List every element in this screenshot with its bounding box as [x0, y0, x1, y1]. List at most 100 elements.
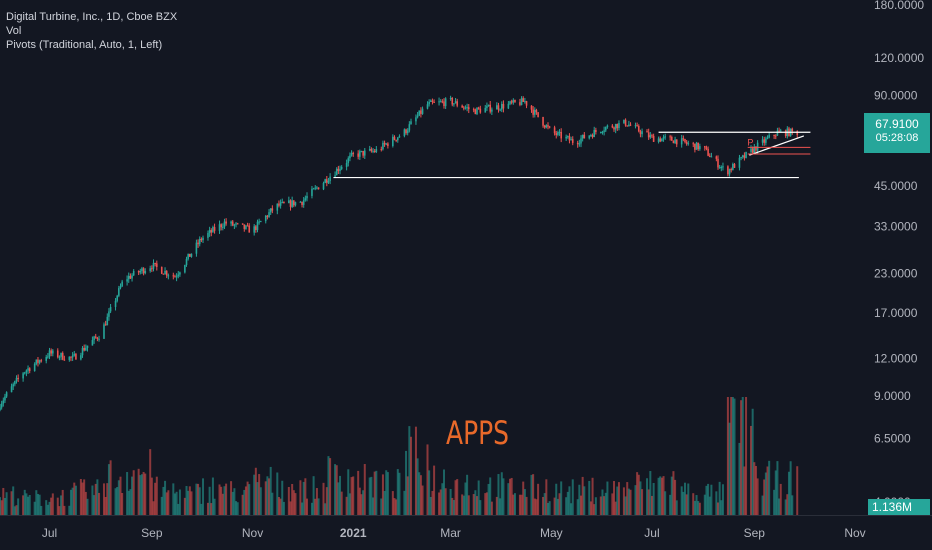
volume-bar: [466, 474, 469, 515]
candle-body: [291, 200, 293, 207]
symbol-title[interactable]: Digital Turbine, Inc., 1D, Cboe BZX: [6, 11, 178, 23]
volume-bar: [490, 501, 493, 515]
volume-bar: [398, 472, 401, 515]
volume-bar: [164, 480, 167, 515]
candle-body: [86, 345, 89, 348]
bar-countdown: 05:28:08: [875, 132, 919, 144]
candle-body: [283, 201, 285, 204]
volume-bar: [467, 495, 470, 515]
volume-bar: [764, 472, 767, 515]
price-scale-panel[interactable]: [860, 0, 932, 515]
candle-body: [566, 136, 569, 138]
volume-bar: [796, 466, 799, 515]
volume-bar: [370, 476, 373, 515]
candle-body: [672, 140, 675, 144]
volume-bar: [281, 480, 284, 515]
pivots-indicator-label[interactable]: Pivots (Traditional, Auto, 1, Left): [6, 39, 163, 51]
candle-body: [185, 258, 188, 265]
volume-bar: [715, 491, 718, 515]
volume-bar: [751, 408, 754, 515]
volume-bar: [142, 471, 145, 515]
candle-body: [337, 168, 340, 172]
time-scale-panel[interactable]: [0, 515, 932, 550]
volume-bar: [12, 486, 15, 515]
volume-bar: [462, 495, 465, 515]
candle-body: [149, 268, 152, 272]
candle-body: [510, 101, 513, 103]
volume-bar: [601, 489, 604, 515]
candle-body: [23, 372, 26, 374]
volume-bar: [335, 465, 338, 515]
volume-bar: [339, 475, 342, 515]
candle-body: [264, 215, 267, 222]
candle-body: [520, 98, 523, 105]
volume-bar: [525, 496, 528, 515]
candle-body: [751, 148, 754, 153]
price-tick-label: 9.0000: [874, 389, 911, 403]
volume-bar: [126, 472, 129, 515]
volume-bar: [202, 478, 205, 515]
candle-body: [246, 225, 249, 227]
candle-body: [245, 225, 247, 229]
candle-body: [222, 226, 224, 228]
candle-body: [258, 221, 260, 223]
volume-bar: [443, 469, 446, 515]
candle-body: [555, 133, 558, 135]
volume-bar: [248, 484, 251, 515]
volume-bar: [79, 479, 82, 515]
candle-body: [776, 130, 779, 136]
candle-body: [416, 115, 419, 118]
volume-bar: [56, 497, 59, 515]
volume-bar: [175, 491, 178, 515]
candle-body: [268, 212, 270, 217]
volume-bar: [84, 491, 87, 515]
volume-bar: [86, 498, 89, 515]
volume-bar: [155, 476, 158, 515]
candle-body: [200, 238, 203, 241]
volume-bar: [680, 486, 683, 515]
candle-body: [637, 126, 640, 132]
volume-bar: [593, 504, 596, 515]
volume-bar: [358, 487, 361, 515]
candle-body: [717, 158, 719, 168]
candle-body: [502, 103, 505, 109]
candle-body: [322, 182, 325, 190]
volume-indicator-label[interactable]: Vol: [6, 25, 22, 37]
candle-body: [316, 187, 318, 189]
drawings: P: [333, 131, 811, 179]
candle-body: [487, 104, 490, 107]
volume-bar: [259, 487, 262, 515]
candle-body: [235, 223, 237, 225]
volume-bar: [485, 492, 488, 515]
volume-bar: [282, 501, 285, 515]
candle-body: [593, 129, 596, 137]
candle-body: [281, 201, 284, 203]
candle-body: [571, 139, 574, 143]
candle-body: [670, 136, 673, 141]
candle-body: [581, 134, 584, 139]
volume-bar: [33, 501, 36, 515]
candle-body: [231, 221, 234, 226]
volume-bar: [787, 471, 790, 515]
volume-bar: [324, 503, 327, 515]
price-tick-label: 12.0000: [874, 352, 918, 366]
candle-body: [48, 350, 51, 357]
volume-bar: [743, 466, 746, 515]
volume-bar: [48, 501, 51, 515]
volume-bar: [68, 505, 71, 515]
candle-body: [430, 100, 432, 102]
volume-bar: [728, 422, 731, 515]
candle-body: [106, 316, 109, 326]
candle-body: [603, 130, 605, 132]
volume-bar: [624, 496, 627, 515]
candle-body: [512, 99, 515, 103]
candle-body: [370, 149, 373, 152]
ascending-trendline[interactable]: [749, 135, 805, 156]
candle-body: [464, 107, 467, 109]
volume-bar: [236, 502, 239, 515]
candle-body: [524, 101, 526, 103]
volume-bar: [73, 482, 76, 515]
candle-body: [347, 158, 350, 163]
